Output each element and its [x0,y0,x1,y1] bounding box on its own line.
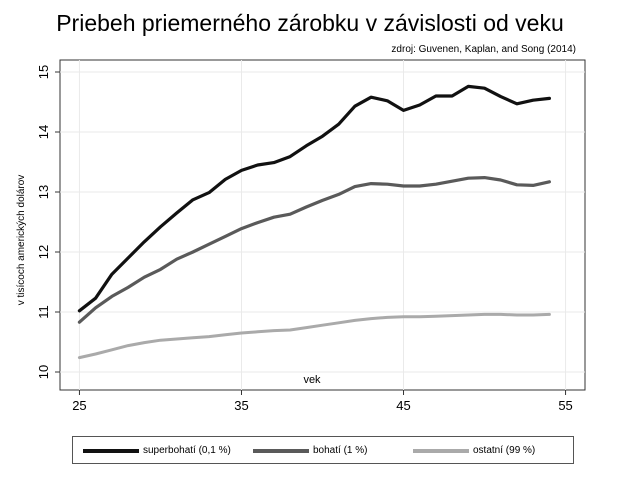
x-axis-label: vek [303,374,321,386]
series-line-0 [77,84,551,313]
legend-swatch-superbohati [83,448,139,453]
legend-label-superbohati: superbohatí (0,1 %) [143,445,231,456]
y-tick-label-1: 11 [36,305,51,319]
chart-title: Priebeh priemerného zárobku v závislosti… [56,10,564,36]
legend-swatch-bohati [253,448,309,453]
y-tick-label-4: 14 [36,125,51,139]
x-tick-label-2: 45 [396,398,410,413]
legend-label-ostatni: ostatní (99 %) [473,445,536,456]
legend-item-bohati: bohatí (1 %) [253,445,367,456]
x-tick-label-0: 25 [72,398,86,413]
y-axis-label: v tisícoch amerických dolárov [16,175,27,306]
legend-label-bohati: bohatí (1 %) [313,445,368,456]
legend-swatch-ostatni [413,448,469,453]
y-tick-label-3: 13 [36,185,51,199]
legend-item-ostatni: ostatní (99 %) [413,445,535,456]
x-tick-label-1: 35 [234,398,248,413]
series-line-2 [77,312,551,360]
y-tick-label-5: 15 [36,65,51,79]
legend: superbohatí (0,1 %) bohatí (1 %) ostatní… [72,436,574,464]
series-lines [77,84,551,360]
plot-area [59,59,586,391]
chart-subtitle: zdroj: Guvenen, Kaplan, and Song (2014) [391,44,576,55]
axes: 10 11 12 13 14 15 25 35 45 55 [36,65,573,413]
grid [60,60,585,390]
y-tick-label-0: 10 [36,365,51,379]
y-tick-label-2: 12 [36,245,51,259]
x-tick-label-3: 55 [558,398,572,413]
series-line-1 [77,176,551,324]
legend-item-superbohati: superbohatí (0,1 %) [83,445,231,456]
